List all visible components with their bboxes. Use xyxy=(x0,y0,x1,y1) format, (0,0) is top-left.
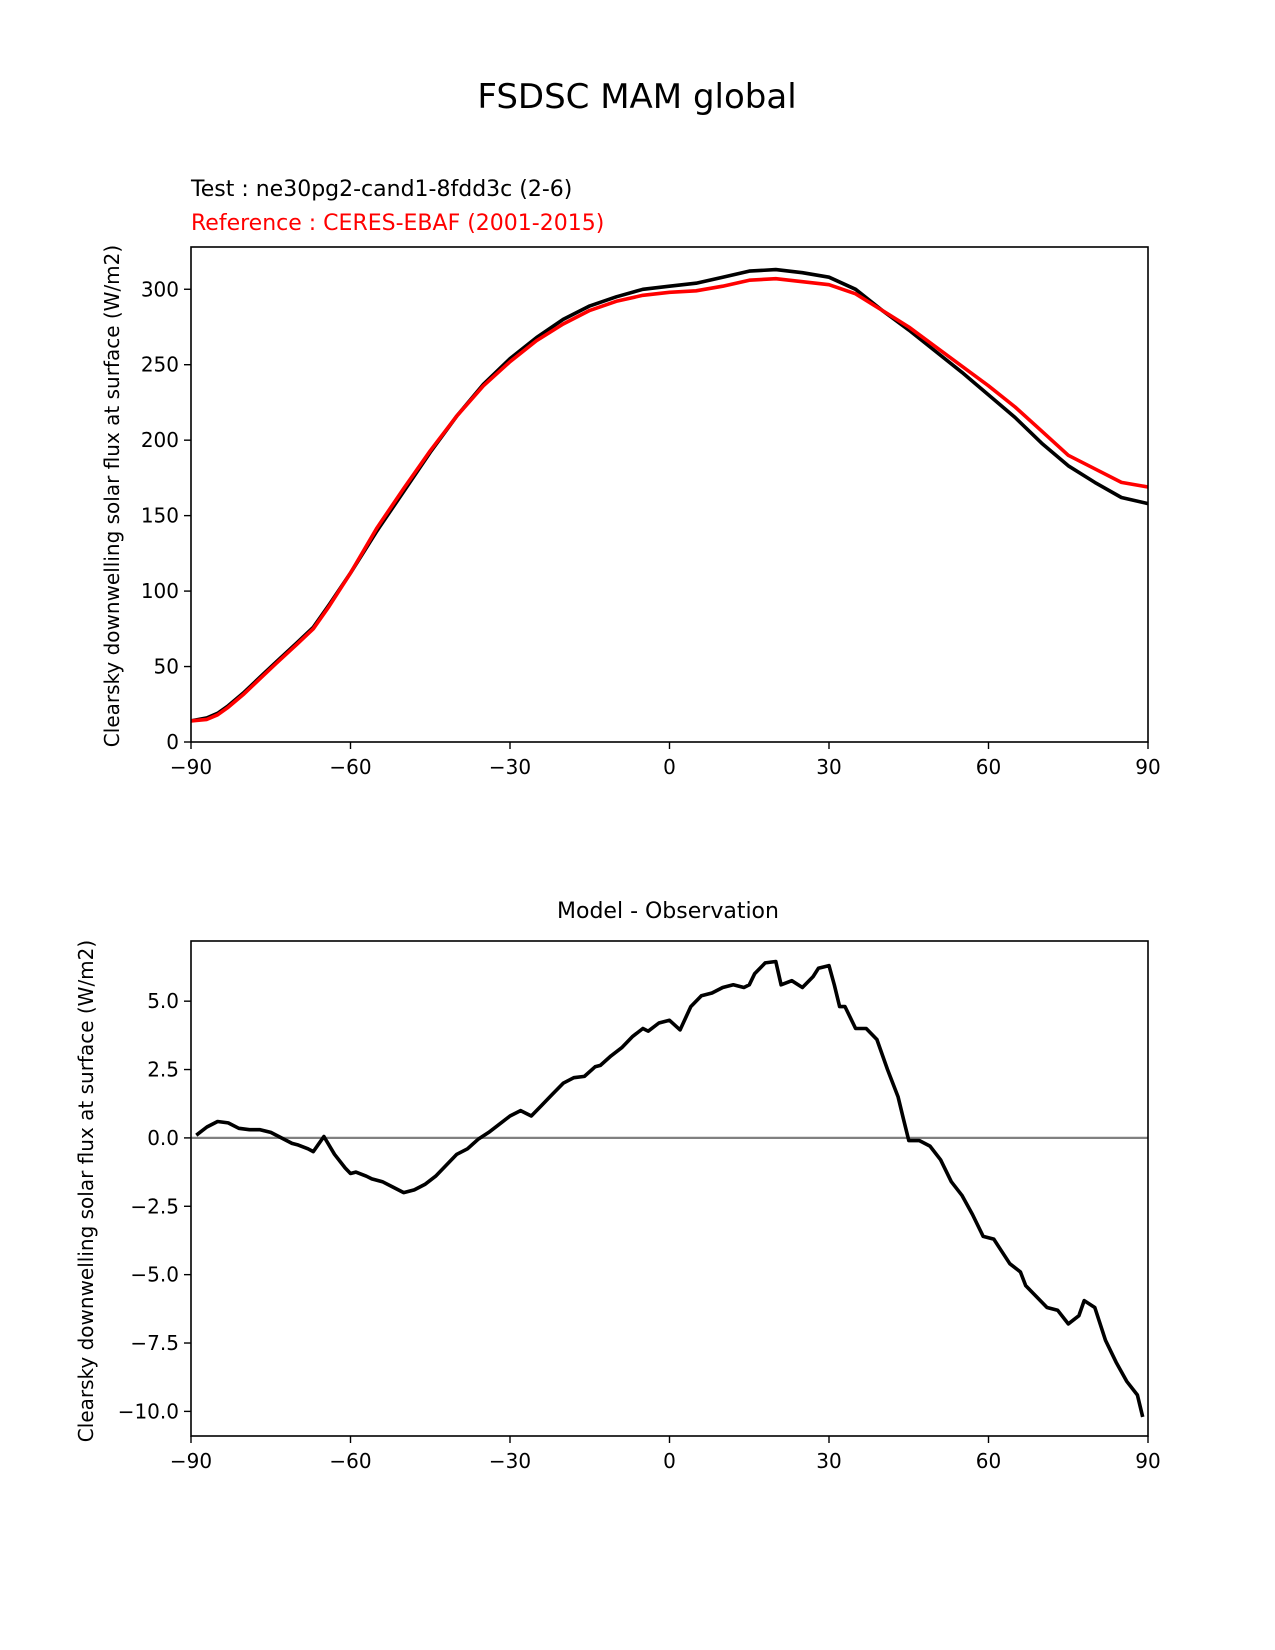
y-tick-label: 150 xyxy=(141,504,179,528)
reference-label: Reference : CERES-EBAF (2001-2015) xyxy=(191,211,604,236)
y-tick-label: 0 xyxy=(166,730,179,754)
x-tick-label: −90 xyxy=(170,1449,212,1473)
y-tick-label: 300 xyxy=(141,277,179,301)
y-tick-label: 5.0 xyxy=(147,989,179,1013)
y-tick-label: 200 xyxy=(141,428,179,452)
series-line-0 xyxy=(195,959,1145,1418)
bottom-plot-area: −90 −60 −30 0 30 60 90 5.0 2.5 0.0 −2.5 −5.0 −7.5 −10… xyxy=(118,940,1161,1473)
x-tick-label: 0 xyxy=(663,1449,676,1473)
y-tick-label: −2.5 xyxy=(130,1194,179,1218)
bottom-y-axis-label: Clearsky downwelling solar flux at surfa… xyxy=(74,940,98,1442)
x-tick-label: 0 xyxy=(663,755,676,779)
top-plot-area: −90 −60 −30 0 30 60 90 0 50 100 150 200 250 300 xyxy=(141,246,1161,779)
bottom-panel: Model - Observation Clearsky downwelling… xyxy=(74,899,1161,1473)
y-tick-label: 2.5 xyxy=(147,1058,179,1082)
plot-frame xyxy=(190,940,1149,1437)
series-line-0 xyxy=(190,267,1149,723)
bottom-panel-title: Model - Observation xyxy=(557,899,779,924)
x-tick-label: −60 xyxy=(329,1449,371,1473)
y-tick-label: 50 xyxy=(154,655,179,679)
y-tick-label: 100 xyxy=(141,579,179,603)
y-tick-label: 0.0 xyxy=(147,1126,179,1150)
y-tick-label: −10.0 xyxy=(118,1399,179,1423)
y-tick-label: −5.0 xyxy=(130,1263,179,1287)
x-tick-label: −30 xyxy=(489,755,531,779)
x-tick-label: 30 xyxy=(816,1449,841,1473)
plot-frame xyxy=(190,246,1149,743)
x-tick-label: −60 xyxy=(329,755,371,779)
top-y-axis-label: Clearsky downwelling solar flux at surfa… xyxy=(100,245,124,747)
x-tick-label: 30 xyxy=(816,755,841,779)
test-label: Test : ne30pg2-cand1-8fdd3c (2-6) xyxy=(190,177,572,202)
x-tick-label: 90 xyxy=(1135,1449,1160,1473)
series-line-1 xyxy=(190,276,1149,723)
figure-title: FSDSC MAM global xyxy=(477,77,796,117)
x-tick-label: −90 xyxy=(170,755,212,779)
y-tick-label: 250 xyxy=(141,353,179,377)
top-panel: Test : ne30pg2-cand1-8fdd3c (2-6) Refere… xyxy=(100,177,1161,779)
x-tick-label: 90 xyxy=(1135,755,1160,779)
x-tick-label: −30 xyxy=(489,1449,531,1473)
y-tick-label: −7.5 xyxy=(130,1331,179,1355)
x-tick-label: 60 xyxy=(976,755,1001,779)
x-tick-label: 60 xyxy=(976,1449,1001,1473)
